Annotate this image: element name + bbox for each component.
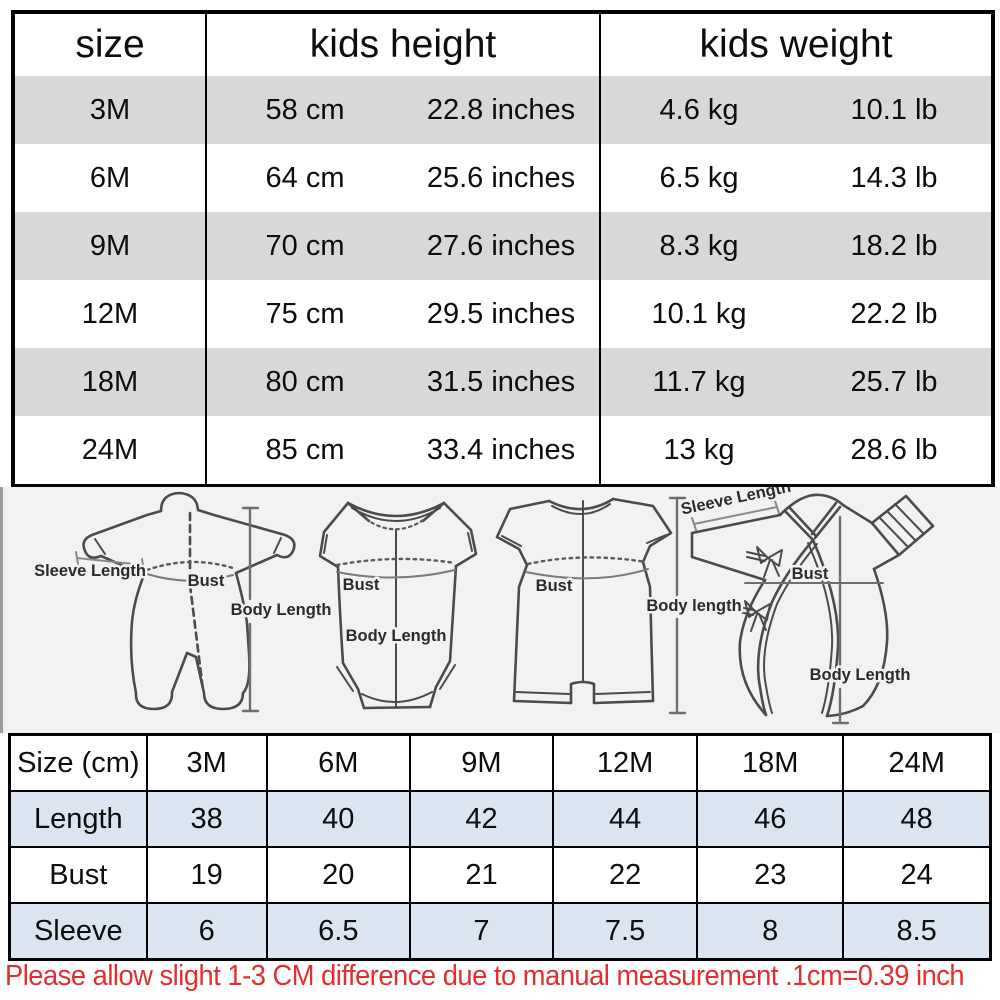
header-kids-height: kids height xyxy=(204,12,601,76)
value-cell: 8 xyxy=(696,902,845,961)
weight-kg-cell: 10.1 kg xyxy=(599,280,798,348)
weight-kg-cell: 8.3 kg xyxy=(599,212,798,280)
label-bust: Bust xyxy=(188,572,225,590)
weight-kg-cell: 13 kg xyxy=(599,416,798,486)
weight-kg-cell: 6.5 kg xyxy=(599,144,798,212)
weight-lb-cell: 10.1 lb xyxy=(797,76,994,144)
height-in-cell: 22.8 inches xyxy=(403,76,601,144)
ribbon-bow xyxy=(734,600,771,632)
table-row: 6M 64 cm 25.6 inches 6.5 kg 14.3 lb xyxy=(13,144,993,212)
height-cm-cell: 64 cm xyxy=(205,144,403,212)
table-header-row: Size (cm) 3M 6M 9M 12M 18M 24M xyxy=(8,733,992,792)
row-label: Bust xyxy=(8,846,148,904)
value-cell: 20 xyxy=(265,846,411,904)
value-cell: 21 xyxy=(408,846,555,904)
header-size-col: 24M xyxy=(842,733,992,792)
weight-kg-cell: 4.6 kg xyxy=(599,76,798,144)
height-in-cell: 27.6 inches xyxy=(403,212,601,280)
kids-size-table: size kids height kids weight 3M 58 cm 22… xyxy=(11,10,996,488)
table-row-bust: Bust 19 20 21 22 23 24 xyxy=(8,846,992,904)
value-cell: 8.5 xyxy=(842,902,992,961)
measurement-diagram: Sleeve Length Bust Body Length Bust Body… xyxy=(0,475,1000,733)
value-cell: 42 xyxy=(408,790,555,848)
table-row: 24M 85 cm 33.4 inches 13 kg 28.6 lb xyxy=(13,416,993,486)
weight-lb-cell: 22.2 lb xyxy=(850,297,938,330)
weight-lb-cell: 25.7 lb xyxy=(797,348,994,416)
table-header-row: size kids height kids weight xyxy=(13,12,994,76)
value-cell: 19 xyxy=(145,846,268,904)
label-body-length: Body Length xyxy=(810,666,911,684)
value-cell: 7 xyxy=(408,902,555,961)
measurement-disclaimer: Please allow slight 1-3 CM difference du… xyxy=(5,960,965,992)
label-body-length: Body Length xyxy=(231,601,332,619)
header-size: size xyxy=(13,12,206,76)
height-cm-cell: 80 cm xyxy=(205,348,403,416)
value-cell: 23 xyxy=(696,846,845,904)
header-size-col: 6M xyxy=(265,733,411,792)
ribbon-bow xyxy=(746,546,783,578)
value-cell: 48 xyxy=(842,790,992,848)
header-size-col: 3M xyxy=(145,733,268,792)
label-sleeve-length: Sleeve Length xyxy=(34,562,146,580)
garment-kimono xyxy=(690,493,935,725)
size-cell: 6M xyxy=(89,161,131,194)
height-in-cell: 31.5 inches xyxy=(403,348,601,416)
height-in-cell: 29.5 inches xyxy=(426,297,576,330)
height-cm-cell: 58 cm xyxy=(205,76,403,144)
value-cell: 46 xyxy=(696,790,845,848)
body-measure-line xyxy=(668,496,687,715)
value-cell: 44 xyxy=(552,790,699,848)
weight-lb-cell: 28.6 lb xyxy=(850,433,938,466)
header-size-col: 9M xyxy=(408,733,555,792)
value-cell: 24 xyxy=(842,846,992,904)
label-body-length: Body Length xyxy=(346,627,447,645)
header-kids-weight: kids weight xyxy=(599,12,994,76)
value-cell: 40 xyxy=(265,790,411,848)
diagram-left-edge xyxy=(0,487,3,733)
value-cell: 6.5 xyxy=(265,902,411,961)
garment-sleepsuit xyxy=(75,491,296,713)
height-cm-cell: 75 cm xyxy=(205,280,403,348)
height-cm-cell: 70 cm xyxy=(205,212,403,280)
garment-measurement-table: Size (cm) 3M 6M 9M 12M 18M 24M Length 38… xyxy=(8,733,992,961)
table-row-sleeve: Sleeve 6 6.5 7 7.5 8 8.5 xyxy=(8,902,992,961)
weight-kg-cell: 11.7 kg xyxy=(599,348,798,416)
garment-romper xyxy=(495,496,687,715)
sleeve-measure-line xyxy=(691,500,780,531)
value-cell: 22 xyxy=(552,846,699,904)
label-bust: Bust xyxy=(536,577,573,595)
size-cell: 9M xyxy=(13,212,206,280)
value-cell: 6 xyxy=(145,902,268,961)
height-cm-cell: 85 cm xyxy=(205,416,403,486)
header-size-col: 18M xyxy=(696,733,845,792)
size-cell: 12M xyxy=(81,297,139,330)
weight-lb-cell: 14.3 lb xyxy=(850,161,938,194)
sleeve-measure-line xyxy=(75,551,145,572)
height-in-cell: 33.4 inches xyxy=(426,433,576,466)
weight-lb-cell: 18.2 lb xyxy=(797,212,994,280)
table-row-length: Length 38 40 42 44 46 48 xyxy=(8,790,992,848)
body-measure-line xyxy=(241,506,260,713)
header-size-col: 12M xyxy=(552,733,699,792)
row-label: Length xyxy=(8,790,148,848)
table-row: 18M 80 cm 31.5 inches 11.7 kg 25.7 lb xyxy=(13,348,994,416)
header-size-cm: Size (cm) xyxy=(8,733,148,792)
label-bust: Bust xyxy=(343,576,380,594)
row-label: Sleeve xyxy=(8,902,148,961)
size-cell: 3M xyxy=(13,76,206,144)
table-row: 9M 70 cm 27.6 inches 8.3 kg 18.2 lb xyxy=(13,212,994,280)
table-row: 3M 58 cm 22.8 inches 4.6 kg 10.1 lb xyxy=(13,76,994,144)
label-body-length: Body length xyxy=(646,597,741,615)
body-measure-line xyxy=(831,515,850,725)
label-bust: Bust xyxy=(792,565,829,583)
height-in-cell: 25.6 inches xyxy=(426,161,576,194)
size-cell: 18M xyxy=(13,348,206,416)
size-diagram: Sleeve Length Bust Body Length Bust Body… xyxy=(32,475,935,725)
size-cell: 24M xyxy=(81,433,139,466)
garment-bodysuit xyxy=(318,501,478,710)
table-row: 12M 75 cm 29.5 inches 10.1 kg 22.2 lb xyxy=(13,280,993,348)
value-cell: 7.5 xyxy=(552,902,699,961)
value-cell: 38 xyxy=(145,790,268,848)
